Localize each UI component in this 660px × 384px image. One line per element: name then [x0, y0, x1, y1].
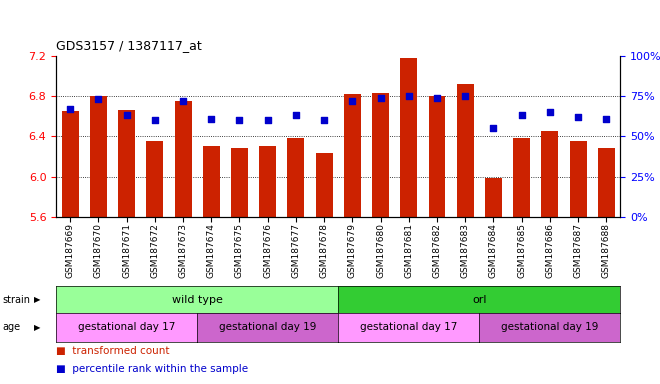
Point: [601, 116, 612, 122]
Text: ■  percentile rank within the sample: ■ percentile rank within the sample: [56, 364, 248, 374]
Point: [432, 94, 442, 101]
Bar: [598, 149, 614, 217]
Text: gestational day 17: gestational day 17: [78, 322, 176, 333]
Bar: [288, 138, 304, 217]
Bar: [541, 131, 558, 217]
Point: [150, 117, 160, 123]
Bar: [231, 149, 248, 217]
Bar: [570, 141, 587, 217]
Text: wild type: wild type: [172, 295, 222, 305]
Point: [263, 117, 273, 123]
Text: ▶: ▶: [34, 295, 41, 304]
Text: gestational day 19: gestational day 19: [501, 322, 599, 333]
Text: strain: strain: [3, 295, 30, 305]
Text: ■  transformed count: ■ transformed count: [56, 346, 170, 356]
Bar: [428, 96, 446, 217]
Bar: [118, 110, 135, 217]
Bar: [259, 146, 276, 217]
Point: [573, 114, 583, 120]
Bar: [147, 141, 163, 217]
Bar: [344, 94, 361, 217]
Bar: [203, 146, 220, 217]
Point: [178, 98, 188, 104]
Point: [290, 112, 301, 118]
Text: gestational day 19: gestational day 19: [219, 322, 316, 333]
Point: [234, 117, 245, 123]
Point: [516, 112, 527, 118]
Point: [376, 94, 386, 101]
Point: [121, 112, 132, 118]
Bar: [315, 154, 333, 217]
Point: [319, 117, 329, 123]
Bar: [90, 96, 107, 217]
Text: gestational day 17: gestational day 17: [360, 322, 457, 333]
Text: GDS3157 / 1387117_at: GDS3157 / 1387117_at: [56, 39, 202, 52]
Point: [488, 125, 499, 131]
Text: ▶: ▶: [34, 323, 41, 332]
Point: [93, 96, 104, 102]
Bar: [62, 111, 79, 217]
Point: [403, 93, 414, 99]
Text: orl: orl: [472, 295, 486, 305]
Text: age: age: [3, 322, 20, 333]
Point: [460, 93, 471, 99]
Point: [206, 116, 216, 122]
Point: [347, 98, 358, 104]
Bar: [513, 138, 530, 217]
Point: [65, 106, 75, 112]
Bar: [401, 58, 417, 217]
Point: [544, 109, 555, 115]
Bar: [485, 178, 502, 217]
Bar: [372, 93, 389, 217]
Bar: [457, 84, 474, 217]
Bar: [175, 101, 191, 217]
